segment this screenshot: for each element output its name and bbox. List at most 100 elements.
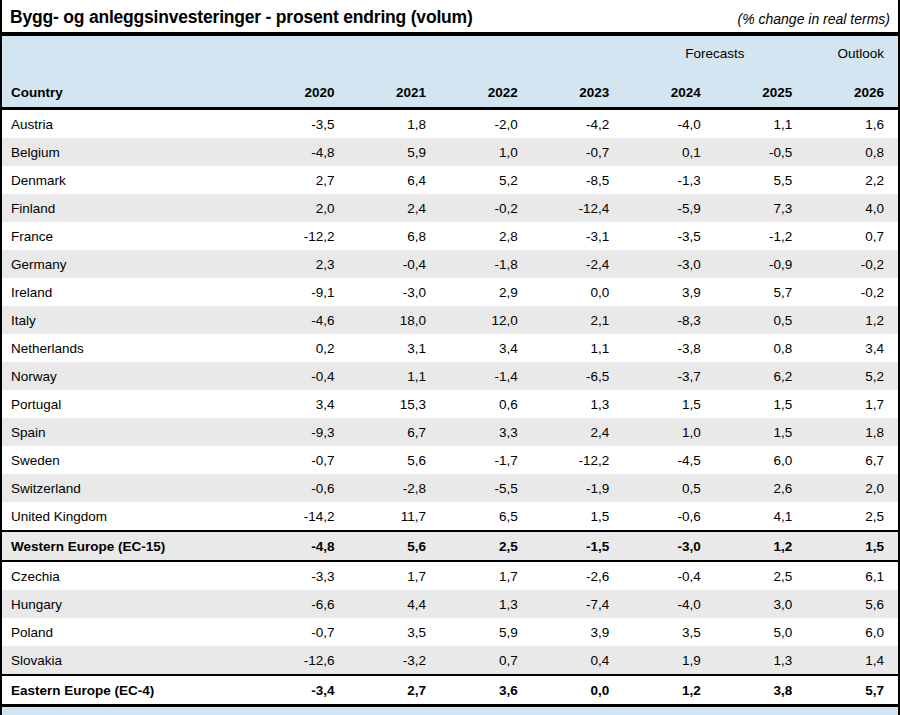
value-cell: -3,7 bbox=[623, 362, 715, 390]
value-cell: 5,7 bbox=[806, 675, 898, 706]
value-cell: 3,4 bbox=[257, 390, 349, 418]
value-cell: -0,4 bbox=[257, 362, 349, 390]
value-cell: -4,7 bbox=[257, 706, 349, 715]
value-cell: 6,8 bbox=[349, 222, 441, 250]
value-cell: -8,5 bbox=[532, 166, 624, 194]
value-cell: -0,7 bbox=[257, 446, 349, 474]
table-row: Switzerland-0,6-2,8-5,5-1,90,52,62,0 bbox=[2, 474, 898, 502]
value-cell: 4,0 bbox=[806, 194, 898, 222]
value-cell: 6,5 bbox=[440, 502, 532, 531]
table-row: Hungary-6,64,41,3-7,4-4,03,05,6 bbox=[2, 590, 898, 618]
country-cell: Ireland bbox=[2, 278, 257, 306]
value-cell: 1,3 bbox=[440, 590, 532, 618]
country-cell: Germany bbox=[2, 250, 257, 278]
value-cell: 2,4 bbox=[349, 194, 441, 222]
country-cell: Eastern Europe (EC-4) bbox=[2, 675, 257, 706]
table-row: Norway-0,41,1-1,4-6,5-3,76,25,2 bbox=[2, 362, 898, 390]
value-cell: 1,2 bbox=[623, 675, 715, 706]
value-cell: 1,1 bbox=[349, 362, 441, 390]
page-subtitle: (% change in real terms) bbox=[737, 11, 890, 28]
report-table-page: Bygg- og anleggsinvesteringer - prosent … bbox=[0, 0, 900, 715]
investment-table: Forecasts Outlook Country 2020 2021 2022… bbox=[2, 36, 898, 715]
value-cell: -12,4 bbox=[532, 194, 624, 222]
table-row: Germany2,3-0,4-1,8-2,4-3,0-0,9-0,2 bbox=[2, 250, 898, 278]
value-cell: 3,4 bbox=[806, 334, 898, 362]
value-cell: -1,8 bbox=[440, 250, 532, 278]
value-cell: 0,1 bbox=[623, 138, 715, 166]
year-column-header: 2026 bbox=[806, 68, 898, 109]
value-cell: 6,0 bbox=[715, 446, 807, 474]
value-cell: -4,6 bbox=[257, 306, 349, 334]
value-cell: -3,0 bbox=[623, 531, 715, 561]
value-cell: 2,2 bbox=[806, 166, 898, 194]
country-cell: Denmark bbox=[2, 166, 257, 194]
value-cell: -12,2 bbox=[257, 222, 349, 250]
value-cell: -4,2 bbox=[532, 109, 624, 139]
value-cell: -1,4 bbox=[532, 706, 624, 715]
value-cell: 2,0 bbox=[257, 194, 349, 222]
value-cell: -5,9 bbox=[623, 194, 715, 222]
value-cell: -0,2 bbox=[806, 250, 898, 278]
value-cell: -2,8 bbox=[349, 474, 441, 502]
value-cell: 5,6 bbox=[349, 531, 441, 561]
value-cell: 1,9 bbox=[623, 646, 715, 675]
country-cell: France bbox=[2, 222, 257, 250]
table-row: Eastern Europe (EC-4)-3,42,73,60,01,23,8… bbox=[2, 675, 898, 706]
value-cell: -3,0 bbox=[349, 278, 441, 306]
value-cell: -2,6 bbox=[532, 561, 624, 590]
table-row: Italy-4,618,012,02,1-8,30,51,2 bbox=[2, 306, 898, 334]
value-cell: 2,7 bbox=[349, 675, 441, 706]
table-row: Euroconstruct Countries (EC-19)-4,75,42,… bbox=[2, 706, 898, 715]
value-cell: 0,4 bbox=[532, 646, 624, 675]
table-row: Sweden-0,75,6-1,7-12,2-4,56,06,7 bbox=[2, 446, 898, 474]
table-row: Finland2,02,4-0,2-12,4-5,97,34,0 bbox=[2, 194, 898, 222]
table-row: United Kingdom-14,211,76,51,5-0,64,12,5 bbox=[2, 502, 898, 531]
value-cell: 4,1 bbox=[715, 502, 807, 531]
table-row: Portugal3,415,30,61,31,51,51,7 bbox=[2, 390, 898, 418]
value-cell: -4,0 bbox=[623, 590, 715, 618]
value-cell: 1,1 bbox=[715, 109, 807, 139]
value-cell: 3,4 bbox=[440, 334, 532, 362]
value-cell: -1,9 bbox=[532, 474, 624, 502]
value-cell: 1,7 bbox=[806, 390, 898, 418]
value-cell: 6,2 bbox=[715, 362, 807, 390]
value-cell: 1,6 bbox=[806, 109, 898, 139]
table-row: France-12,26,82,8-3,1-3,5-1,20,7 bbox=[2, 222, 898, 250]
value-cell: -0,9 bbox=[715, 250, 807, 278]
value-cell: 1,5 bbox=[806, 531, 898, 561]
value-cell: 18,0 bbox=[349, 306, 441, 334]
value-cell: 6,0 bbox=[806, 618, 898, 646]
value-cell: 3,0 bbox=[715, 590, 807, 618]
value-cell: 6,1 bbox=[806, 561, 898, 590]
value-cell: 6,4 bbox=[349, 166, 441, 194]
value-cell: -2,4 bbox=[532, 250, 624, 278]
table-header: Forecasts Outlook Country 2020 2021 2022… bbox=[2, 36, 898, 109]
value-cell: 3,5 bbox=[349, 618, 441, 646]
table-row: Ireland-9,1-3,02,90,03,95,7-0,2 bbox=[2, 278, 898, 306]
value-cell: 1,8 bbox=[806, 706, 898, 715]
value-cell: 12,0 bbox=[440, 306, 532, 334]
country-cell: Italy bbox=[2, 306, 257, 334]
country-cell: Czechia bbox=[2, 561, 257, 590]
value-cell: -9,1 bbox=[257, 278, 349, 306]
value-cell: -12,2 bbox=[532, 446, 624, 474]
value-cell: -4,5 bbox=[623, 446, 715, 474]
value-cell: -3,4 bbox=[257, 675, 349, 706]
value-cell: 0,8 bbox=[806, 138, 898, 166]
country-cell: United Kingdom bbox=[2, 502, 257, 531]
value-cell: 1,5 bbox=[623, 390, 715, 418]
value-cell: 5,6 bbox=[349, 446, 441, 474]
value-cell: 5,6 bbox=[806, 590, 898, 618]
value-cell: 0,6 bbox=[440, 390, 532, 418]
country-column-header: Country bbox=[2, 68, 257, 109]
value-cell: 5,4 bbox=[349, 706, 441, 715]
value-cell: -1,3 bbox=[623, 166, 715, 194]
header-years-row: Country 2020 2021 2022 2023 2024 2025 20… bbox=[2, 68, 898, 109]
value-cell: -9,3 bbox=[257, 418, 349, 446]
value-cell: -4,8 bbox=[257, 531, 349, 561]
value-cell: 0,7 bbox=[806, 222, 898, 250]
value-cell: -5,5 bbox=[440, 474, 532, 502]
country-cell: Western Europe (EC-15) bbox=[2, 531, 257, 561]
value-cell: -8,3 bbox=[623, 306, 715, 334]
year-column-header: 2023 bbox=[532, 68, 624, 109]
